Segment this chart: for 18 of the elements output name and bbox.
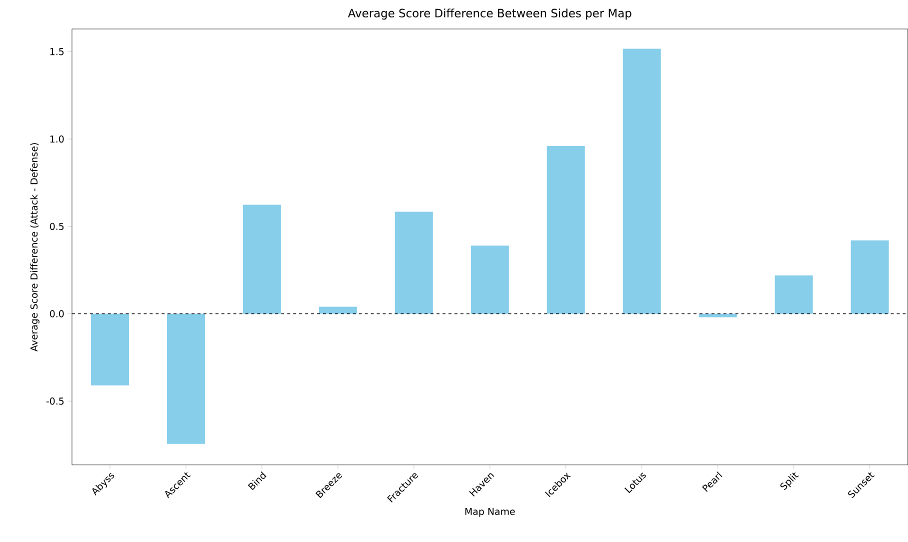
- y-tick-label: 0.5: [50, 222, 64, 230]
- y-tick-label: 0.0: [50, 310, 64, 318]
- bar: [90, 314, 129, 386]
- bar: [166, 314, 205, 444]
- bar: [774, 275, 813, 314]
- y-axis-title: Average Score Difference (Attack - Defense): [30, 143, 40, 352]
- y-tick-label: -0.5: [46, 398, 64, 405]
- bar: [622, 48, 661, 314]
- bar: [850, 240, 889, 314]
- bar: [242, 204, 281, 314]
- bar: [470, 246, 509, 314]
- bar: [546, 146, 585, 314]
- y-tick-label: 1.5: [50, 48, 64, 56]
- chart-title: Average Score Difference Between Sides per Map: [348, 8, 632, 20]
- y-tick-label: 1.0: [50, 136, 64, 143]
- bar: [394, 212, 433, 314]
- x-axis-title: Map Name: [465, 508, 515, 517]
- bar: [318, 306, 357, 314]
